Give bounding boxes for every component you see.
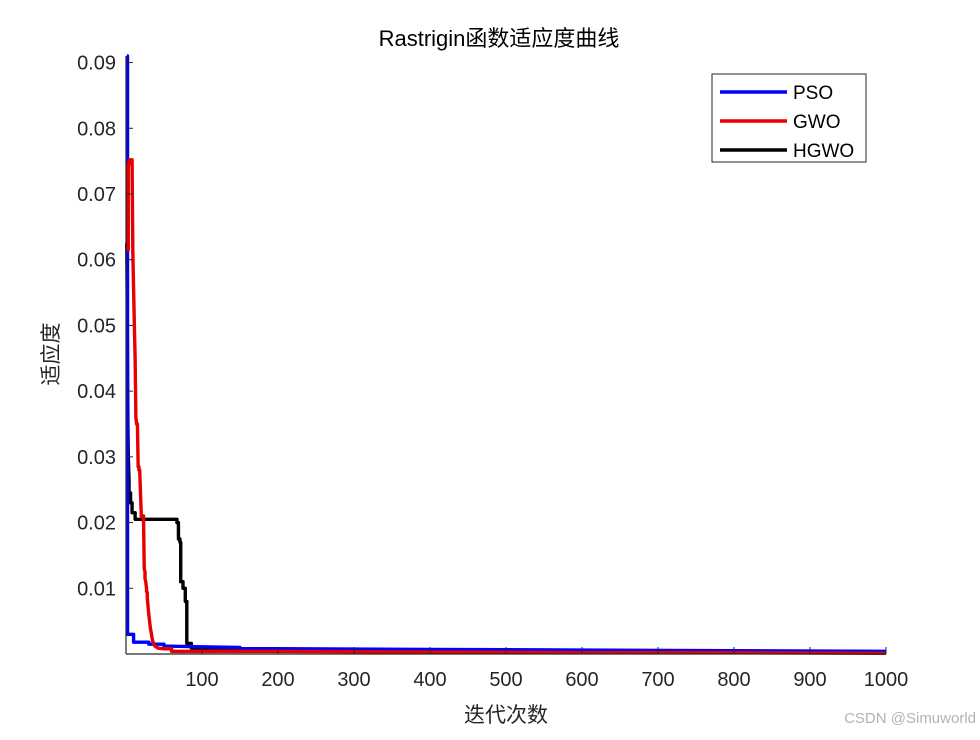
x-tick-label: 500 <box>489 669 522 691</box>
x-tick-label: 800 <box>717 669 750 691</box>
legend-label-pso: PSO <box>793 83 833 104</box>
x-tick-label: 200 <box>261 669 294 691</box>
y-axis-label: 适应度 <box>39 323 63 386</box>
x-tick-label: 100 <box>185 669 218 691</box>
x-tick-label: 400 <box>413 669 446 691</box>
legend-box <box>711 73 867 163</box>
x-axis-ticks: 100 200 300 400 500 600 700 800 900 1000 <box>185 647 908 691</box>
x-tick-label: 1000 <box>864 669 909 691</box>
x-tick-label: 700 <box>641 669 674 691</box>
y-tick-label: 0.06 <box>77 250 116 272</box>
y-tick-label: 0.09 <box>77 53 116 75</box>
watermark-text: CSDN @Simuworld <box>844 710 976 727</box>
x-axis-label: 迭代次数 <box>464 703 548 727</box>
y-tick-label: 0.01 <box>77 578 116 600</box>
series-line-gwo <box>126 158 887 656</box>
chart-title: Rastrigin函数适应度曲线 <box>379 26 620 51</box>
legend: PSO GWO HGWO <box>711 73 867 163</box>
series-line-pso <box>125 54 887 654</box>
x-tick-label: 900 <box>793 669 826 691</box>
y-tick-label: 0.04 <box>77 381 116 403</box>
legend-items: PSO GWO HGWO <box>720 83 854 162</box>
y-tick-label: 0.02 <box>77 513 116 535</box>
legend-label-gwo: GWO <box>793 112 841 133</box>
legend-label-hgwo: HGWO <box>793 141 854 162</box>
y-tick-label: 0.08 <box>77 118 116 140</box>
y-axis-ticks: 0.01 0.02 0.03 0.04 0.05 0.06 0.07 0.08 0.09 <box>77 53 133 600</box>
x-tick-label: 600 <box>565 669 598 691</box>
y-tick-label: 0.03 <box>77 447 116 469</box>
y-tick-label: 0.07 <box>77 184 116 206</box>
series-layer <box>125 54 887 656</box>
x-tick-label: 300 <box>337 669 370 691</box>
y-tick-label: 0.05 <box>77 315 116 337</box>
